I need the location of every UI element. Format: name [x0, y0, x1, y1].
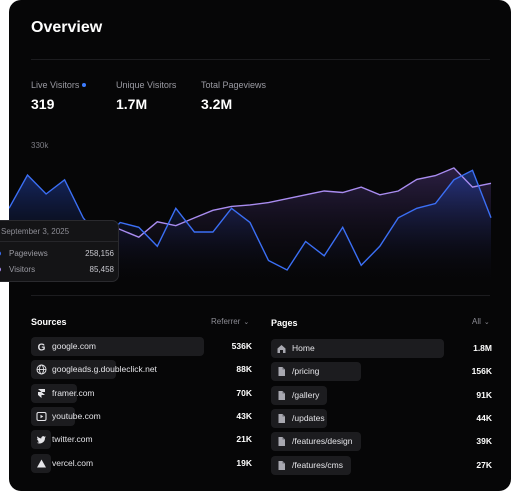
stat-value: 1.7M: [116, 96, 148, 112]
tooltip-series-name: Pageviews: [9, 249, 48, 258]
sources-share-bar: [31, 406, 75, 426]
pages-row-label: Home: [292, 343, 315, 353]
tooltip-series-value: 258,156: [85, 249, 114, 258]
stat-total-pageviews[interactable]: Total Pageviews 3.2M: [201, 80, 266, 112]
sources-row-label: googleads.g.doubleclick.net: [52, 364, 157, 375]
sources-row-value: 43K: [236, 410, 252, 421]
sources-row[interactable]: youtube.com 43K: [31, 406, 252, 426]
pages-share-bar: [271, 362, 361, 382]
pages-row-value: 27K: [476, 459, 492, 470]
sources-filter-dropdown[interactable]: Referrer ⌄: [211, 317, 249, 326]
sources-row-value: 536K: [231, 341, 252, 351]
sources-share-bar: [31, 383, 77, 403]
stat-label: Total Pageviews: [201, 80, 267, 90]
tooltip-date: September 3, 2025: [1, 227, 70, 236]
pageviews-legend-dot: [0, 251, 1, 256]
sources-row-label: youtube.com: [52, 410, 101, 421]
divider: [31, 59, 490, 60]
youtube-icon: [36, 411, 47, 421]
vercel-icon: [37, 459, 46, 467]
pages-row-value: 39K: [476, 436, 492, 447]
pages-row[interactable]: /gallery 91K: [271, 385, 492, 405]
home-icon: [277, 345, 286, 353]
pages-row-label: /updates: [292, 412, 325, 423]
pages-row-label: /pricing: [292, 366, 320, 377]
pages-row-label: /features/cms: [292, 459, 344, 470]
sources-title: Sources: [31, 317, 67, 327]
sources-row-label: google.com: [52, 341, 96, 351]
overview-card: Overview Live Visitors 319 Unique Visito…: [9, 0, 511, 491]
pages-row[interactable]: /features/cms 27K: [271, 455, 492, 475]
pages-share-bar: [271, 455, 351, 475]
divider: [0, 241, 118, 242]
pages-row-value: 1.8M: [473, 343, 492, 353]
chart-tooltip: September 3, 2025 Pageviews 258,156 Visi…: [0, 220, 119, 282]
sources-row-value: 21K: [236, 434, 252, 445]
file-icon: [278, 437, 285, 447]
sources-share-bar: [31, 337, 204, 356]
sources-row[interactable]: googleads.g.doubleclick.net 88K: [31, 360, 252, 380]
pages-row[interactable]: /features/design 39K: [271, 432, 492, 452]
live-indicator-icon: [82, 83, 87, 87]
stat-unique-visitors[interactable]: Unique Visitors 1.7M: [116, 80, 176, 112]
file-icon: [278, 367, 285, 377]
sources-row[interactable]: twitter.com 21K: [31, 430, 252, 450]
stat-label: Live Visitors: [31, 80, 80, 90]
pages-row-label: /features/design: [292, 436, 353, 447]
divider: [31, 295, 490, 296]
pages-share-bar: [271, 408, 327, 428]
tooltip-series-value: 85,458: [89, 265, 114, 274]
filter-label: Referrer: [211, 317, 241, 326]
sources-row-value: 70K: [236, 387, 252, 398]
svg-text:G: G: [38, 343, 46, 353]
pages-row-label: /gallery: [292, 389, 320, 400]
chevron-down-icon: ⌄: [243, 318, 250, 326]
visitors-legend-dot: [0, 267, 1, 272]
filter-label: All: [472, 317, 481, 326]
file-icon: [278, 413, 285, 423]
stat-live-visitors[interactable]: Live Visitors 319: [31, 80, 87, 112]
sources-row-label: vercel.com: [52, 457, 94, 468]
file-icon: [278, 390, 285, 400]
sources-row-value: 19K: [236, 457, 252, 468]
framer-icon: [38, 388, 45, 398]
pages-share-bar: [271, 339, 444, 358]
pages-row[interactable]: /updates 44K: [271, 408, 492, 428]
pageviews-area: [9, 170, 491, 280]
google-icon: G: [38, 343, 46, 353]
globe-icon: [36, 364, 47, 375]
sources-row[interactable]: framer.com 70K: [31, 383, 252, 403]
stat-value: 3.2M: [201, 96, 233, 112]
sources-row[interactable]: vercel.com 19K: [31, 453, 252, 473]
pages-row[interactable]: Home 1.8M: [271, 339, 492, 358]
twitter-icon: [36, 436, 46, 444]
pages-title: Pages: [271, 318, 298, 328]
sources-row-label: framer.com: [52, 387, 95, 398]
pages-row[interactable]: /pricing 156K: [271, 362, 492, 382]
pages-share-bar: [271, 432, 361, 452]
sources-share-bar: [31, 360, 116, 380]
sources-row-value: 88K: [236, 364, 252, 375]
pages-filter-dropdown[interactable]: All ⌄: [472, 317, 490, 326]
stat-label: Unique Visitors: [116, 80, 177, 90]
page-title: Overview: [31, 19, 103, 36]
sources-row-label: twitter.com: [52, 434, 93, 445]
file-icon: [278, 460, 285, 470]
pages-row-value: 156K: [471, 366, 492, 377]
pages-share-bar: [271, 385, 327, 405]
tooltip-series-name: Visitors: [9, 265, 36, 274]
y-axis-tick-label: 330k: [31, 141, 49, 150]
pages-row-value: 91K: [476, 389, 492, 400]
stat-value: 319: [31, 96, 55, 112]
chevron-down-icon: ⌄: [483, 318, 490, 326]
pages-row-value: 44K: [476, 412, 492, 423]
